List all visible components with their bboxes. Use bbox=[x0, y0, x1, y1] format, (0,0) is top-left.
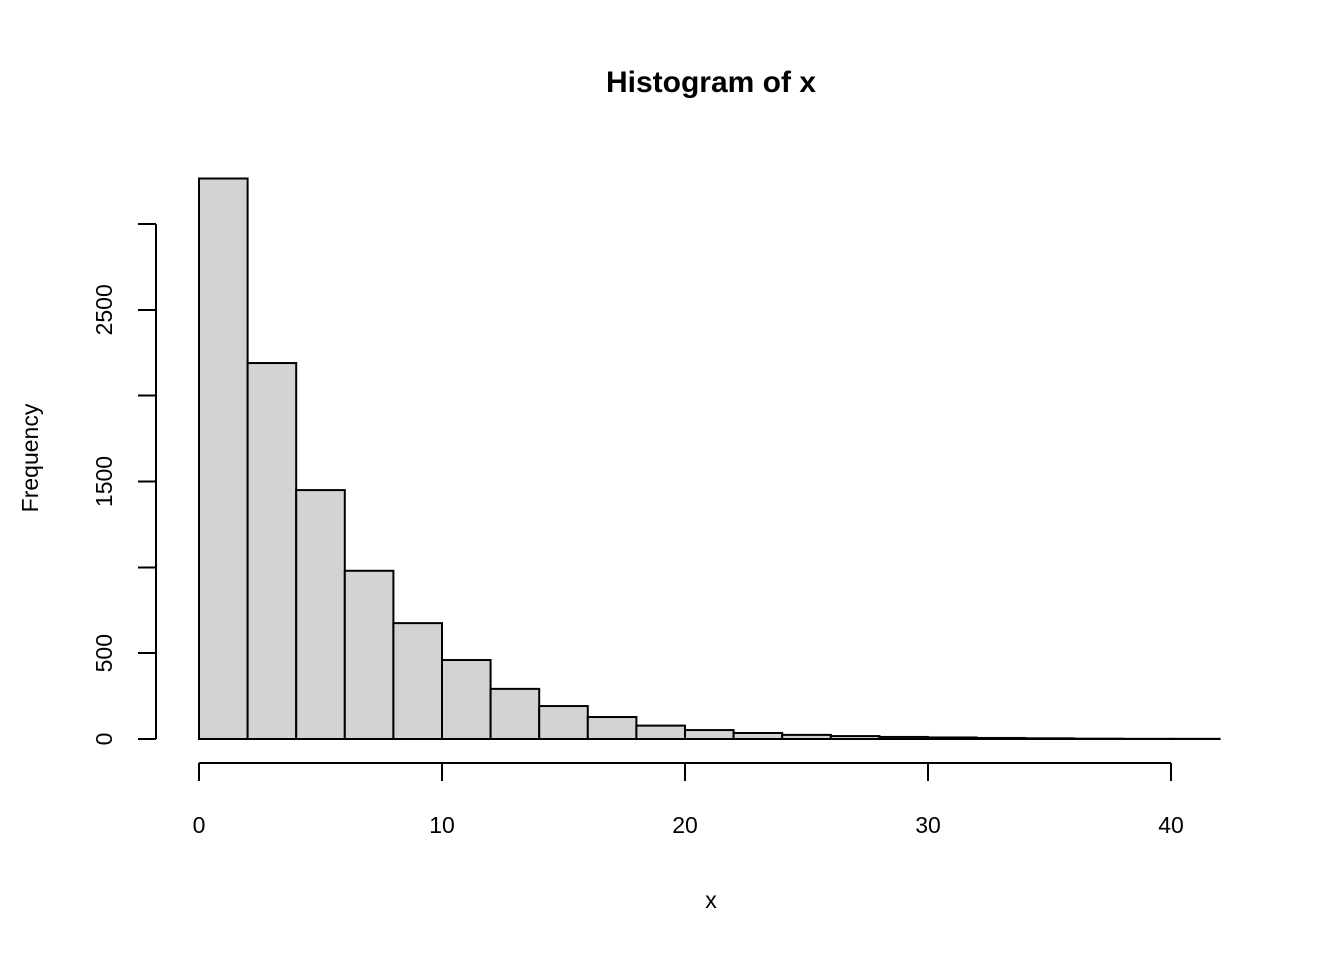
x-axis-label: x bbox=[705, 887, 717, 913]
axes-group: 0 500 1500 2500 0 10 20 30 40 bbox=[91, 223, 1184, 838]
histogram-bar bbox=[684, 729, 735, 741]
histogram-bar bbox=[489, 687, 541, 740]
histogram-bar bbox=[586, 716, 638, 741]
histogram-bar bbox=[343, 569, 395, 741]
histogram-bar bbox=[392, 622, 443, 741]
histogram-bar bbox=[295, 489, 346, 740]
x-axis-tick-label: 40 bbox=[1158, 812, 1184, 838]
bars-group bbox=[198, 177, 1221, 741]
histogram-bar bbox=[829, 735, 881, 741]
y-axis-tick-label: 500 bbox=[91, 634, 117, 672]
histogram-bar bbox=[975, 736, 1027, 740]
histogram-bar bbox=[635, 724, 687, 740]
histogram-bar bbox=[441, 659, 492, 741]
histogram-bar bbox=[246, 362, 298, 740]
histogram-bar bbox=[878, 735, 930, 741]
y-axis-tick-label: 0 bbox=[91, 733, 117, 746]
x-axis-tick-label: 10 bbox=[429, 812, 455, 838]
x-axis-tick-label: 20 bbox=[672, 812, 698, 838]
histogram-bar bbox=[927, 736, 978, 741]
histogram-bar bbox=[1024, 737, 1075, 740]
histogram-bar bbox=[198, 177, 249, 740]
x-axis-tick-label: 0 bbox=[193, 812, 206, 838]
y-axis-tick-label: 2500 bbox=[91, 284, 117, 335]
chart-title: Histogram of x bbox=[606, 66, 816, 99]
histogram-bar bbox=[732, 731, 784, 740]
x-axis-tick-label: 30 bbox=[915, 812, 941, 838]
histogram-bar bbox=[781, 733, 832, 741]
histogram-bar bbox=[538, 705, 589, 740]
y-axis-tick-label: 1500 bbox=[91, 456, 117, 507]
y-axis-label: Frequency bbox=[17, 403, 43, 512]
